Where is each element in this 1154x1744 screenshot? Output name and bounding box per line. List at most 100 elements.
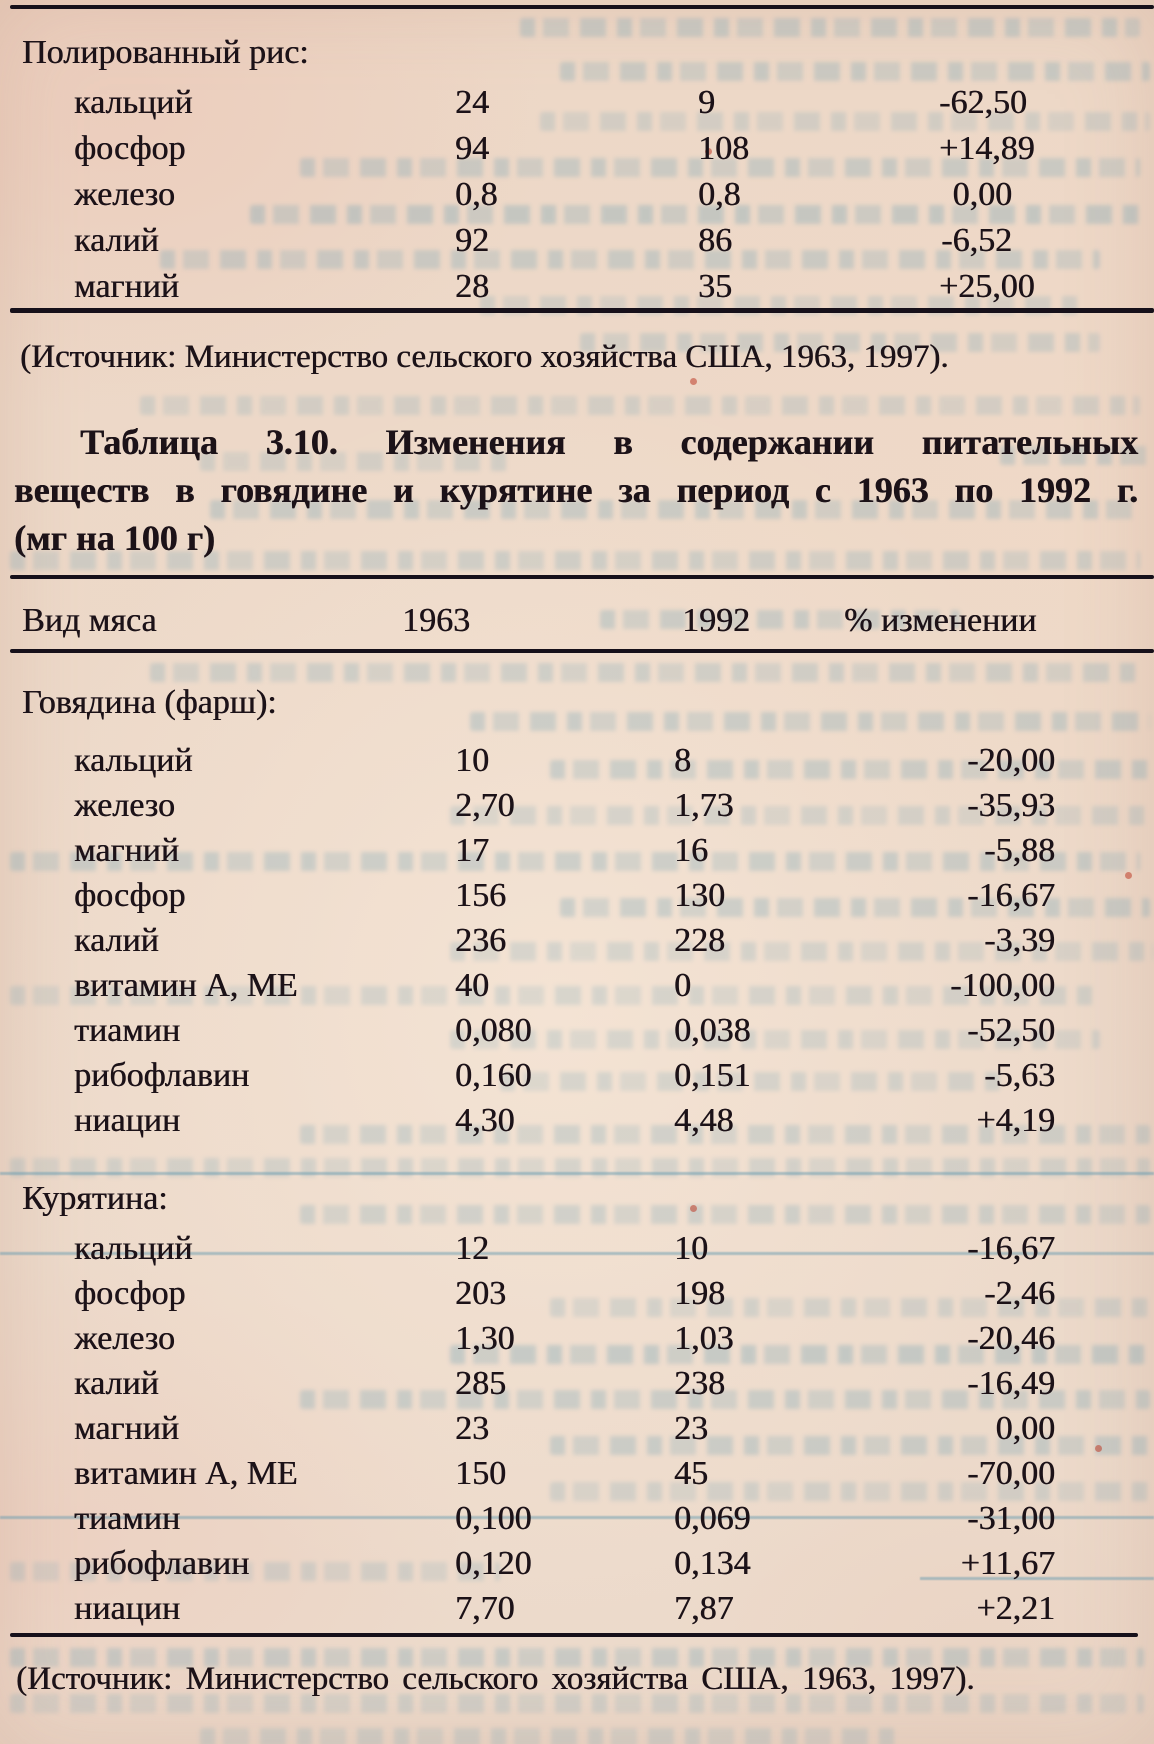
value-1963: 1,30: [455, 1320, 515, 1357]
nutrient-label: калий: [74, 922, 159, 959]
bleedthrough-text-stripe: [450, 1345, 1150, 1364]
value-1992: 86: [698, 222, 732, 259]
value-percent-change: -100,00: [950, 967, 1055, 1004]
value-1963: 150: [455, 1455, 506, 1492]
nutrient-label: ниацин: [74, 1590, 181, 1627]
title-line-1: Таблица 3.10. Изменения в содержании пит…: [80, 422, 1138, 462]
value-percent-change: +11,67: [960, 1545, 1055, 1582]
rice-section-label: Полированный рис:: [22, 34, 309, 71]
paper-speck: [705, 148, 712, 155]
value-1963: 7,70: [455, 1590, 515, 1627]
value-percent-change: 0,00: [995, 1410, 1056, 1447]
nutrient-label: магний: [74, 1410, 179, 1447]
value-1992: 130: [674, 877, 725, 914]
nutrient-label: рибофлавин: [74, 1545, 250, 1582]
table-row: магний 23 23 0,00: [14, 1406, 1140, 1451]
bleedthrough-text-stripe: [160, 250, 1100, 269]
table-row: витамин А, МЕ 40 0 -100,00: [14, 963, 1140, 1008]
bleedthrough-text-stripe: [10, 1562, 500, 1581]
column-header-1992: 1992: [682, 602, 750, 639]
bleedthrough-rule: [0, 1516, 1154, 1519]
bleedthrough-text-stripe: [10, 986, 1100, 1005]
value-1963: 40: [455, 967, 489, 1004]
bleedthrough-text-stripe: [470, 712, 1150, 731]
bleedthrough-text-stripe: [200, 452, 510, 471]
table-row: тиамин 0,100 0,069 -31,00: [14, 1496, 1140, 1541]
title-line-2: веществ в говядине и курятине за период …: [14, 470, 1138, 510]
value-percent-change: -6,52: [941, 222, 1012, 259]
bleedthrough-text-stripe: [550, 1436, 1150, 1455]
bleedthrough-text-stripe: [300, 1125, 1150, 1144]
value-1992: 8: [674, 742, 691, 779]
value-percent-change: -35,93: [967, 787, 1055, 824]
value-1963: 28: [455, 268, 489, 305]
value-1992: 238: [674, 1365, 725, 1402]
nutrient-label: тиамин: [74, 1012, 181, 1049]
bleedthrough-text-stripe: [550, 1298, 1150, 1317]
table-rule-top: [10, 5, 1154, 9]
table-rule-bottom: [10, 1633, 1138, 1637]
column-header-1963: 1963: [402, 602, 470, 639]
table-row: фосфор 156 130 -16,67: [14, 873, 1140, 918]
value-1992: 7,87: [674, 1590, 734, 1627]
table-row: калий 285 238 -16,49: [14, 1361, 1140, 1406]
table-row: ниацин 4,30 4,48 +4,19: [14, 1098, 1140, 1143]
table-row: рибофлавин 0,120 0,134 +11,67: [14, 1541, 1140, 1586]
nutrient-label: кальций: [74, 1230, 193, 1267]
table-rule-rice-bottom: [10, 308, 1154, 313]
bleedthrough-text-stripe: [140, 396, 1140, 415]
bleedthrough-rule: [0, 1252, 1154, 1255]
bleedthrough-text-stripe: [210, 500, 1140, 519]
value-percent-change: -16,67: [967, 877, 1055, 914]
value-1992: 0,151: [674, 1057, 751, 1094]
value-1963: 0,120: [455, 1545, 532, 1582]
table-row: фосфор 94 108 +14,89: [14, 126, 1140, 172]
paper-speck: [690, 378, 697, 385]
value-percent-change: +4,19: [976, 1102, 1055, 1139]
value-1963: 94: [455, 130, 489, 167]
table-rule-title-bottom: [10, 575, 1154, 579]
bleedthrough-text-stripe: [10, 852, 1140, 871]
value-1992: 0,8: [698, 176, 741, 213]
table-row: кальций 12 10 -16,67: [14, 1226, 1140, 1271]
value-1963: 285: [455, 1365, 506, 1402]
table-row: фосфор 203 198 -2,46: [14, 1271, 1140, 1316]
bleedthrough-text-stripe: [300, 1390, 1150, 1409]
nutrient-label: калий: [74, 1365, 159, 1402]
nutrient-label: витамин А, МЕ: [74, 967, 298, 1004]
nutrient-label: калий: [74, 222, 159, 259]
value-1992: 0,134: [674, 1545, 751, 1582]
value-percent-change: -62,50: [939, 84, 1027, 121]
nutrient-label: магний: [74, 832, 179, 869]
value-1963: 24: [455, 84, 489, 121]
bleedthrough-text-stripe: [500, 1072, 1000, 1091]
bleedthrough-text-stripe: [550, 760, 1150, 779]
nutrient-label: ниацин: [74, 1102, 181, 1139]
bleedthrough-text-stripe: [1000, 446, 1150, 465]
table-row: калий 92 86 -6,52: [14, 218, 1140, 264]
nutrient-label: железо: [74, 787, 175, 824]
beef-section-label: Говядина (фарш):: [22, 684, 277, 721]
value-1992: 16: [674, 832, 708, 869]
beef-rows: кальций 10 8 -20,00 железо 2,70 1,73 -35…: [14, 738, 1140, 1143]
value-percent-change: -16,49: [967, 1365, 1055, 1402]
value-1963: 0,080: [455, 1012, 532, 1049]
value-percent-change: 0,00: [952, 176, 1013, 213]
value-1963: 236: [455, 922, 506, 959]
nutrient-label: кальций: [74, 84, 193, 121]
value-1992: 9: [698, 84, 715, 121]
source-note-bottom: (Источник: Министерство сельского хозяйс…: [16, 1661, 975, 1697]
value-1963: 10: [455, 742, 489, 779]
paper-speck: [1125, 872, 1132, 879]
bleedthrough-text-stripe: [560, 898, 1150, 917]
bleedthrough-text-stripe: [200, 1728, 900, 1744]
value-1992: 1,73: [674, 787, 734, 824]
value-1992: 35: [698, 268, 732, 305]
nutrient-label: тиамин: [74, 1500, 181, 1537]
value-1992: 228: [674, 922, 725, 959]
value-1992: 10: [674, 1230, 708, 1267]
table-row: тиамин 0,080 0,038 -52,50: [14, 1008, 1140, 1053]
bleedthrough-text-stripe: [540, 112, 1150, 131]
value-1992: 45: [674, 1455, 708, 1492]
